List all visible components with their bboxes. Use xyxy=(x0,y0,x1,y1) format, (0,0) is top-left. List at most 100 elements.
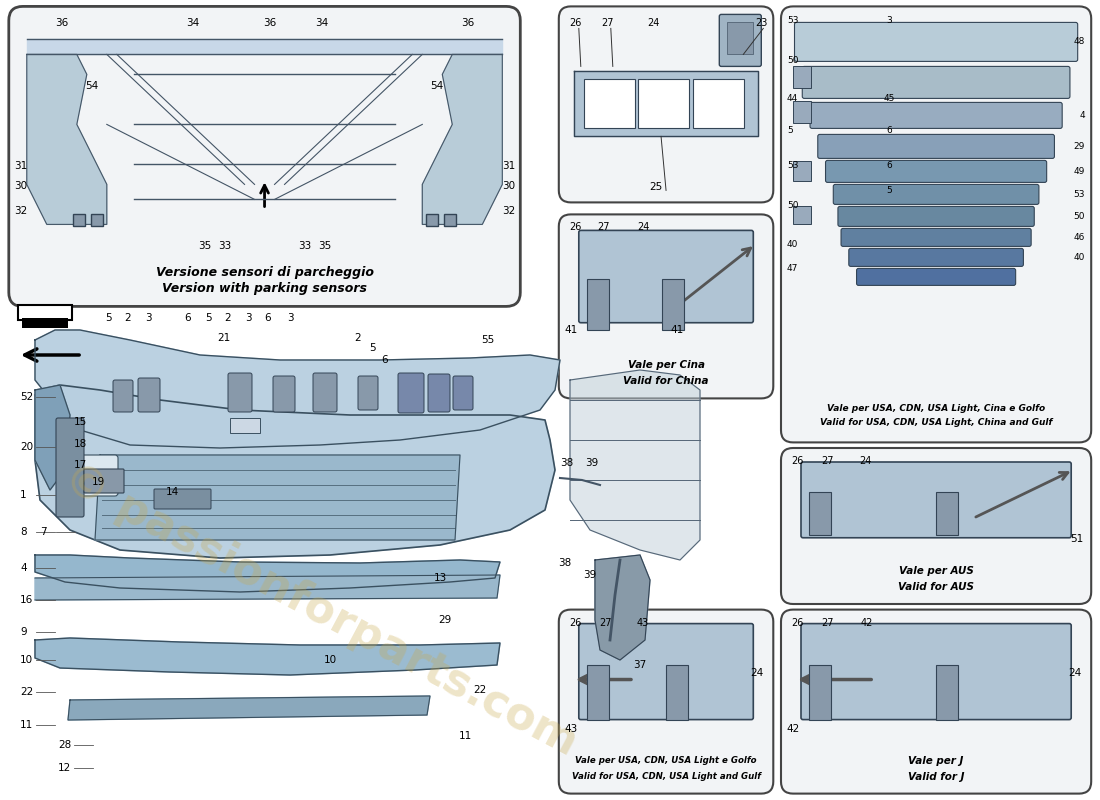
Text: 3: 3 xyxy=(887,16,892,26)
Text: 33: 33 xyxy=(218,242,231,251)
Text: Valid for J: Valid for J xyxy=(908,771,965,782)
FancyBboxPatch shape xyxy=(801,462,1071,538)
Text: Valid for AUS: Valid for AUS xyxy=(898,582,975,592)
Text: 22: 22 xyxy=(20,687,33,697)
Text: Vale per USA, CDN, USA Light e Golfo: Vale per USA, CDN, USA Light e Golfo xyxy=(575,755,757,765)
Text: 3: 3 xyxy=(145,313,152,323)
Text: 41: 41 xyxy=(564,325,578,334)
Text: 49: 49 xyxy=(1074,167,1086,176)
FancyBboxPatch shape xyxy=(228,373,252,412)
Text: 24: 24 xyxy=(1068,669,1081,678)
Text: 38: 38 xyxy=(559,558,572,568)
Text: 6: 6 xyxy=(887,126,892,135)
Text: 27: 27 xyxy=(821,618,834,627)
FancyBboxPatch shape xyxy=(113,380,133,412)
Text: 51: 51 xyxy=(1070,534,1084,544)
Text: 1: 1 xyxy=(20,490,26,500)
Polygon shape xyxy=(26,54,107,224)
Text: 2: 2 xyxy=(124,313,131,323)
Text: 48: 48 xyxy=(1074,38,1086,46)
Text: 44: 44 xyxy=(786,94,799,103)
Text: 27: 27 xyxy=(821,456,834,466)
Bar xyxy=(444,214,456,226)
Bar xyxy=(936,665,958,720)
Text: 24: 24 xyxy=(859,456,871,466)
Polygon shape xyxy=(35,555,501,592)
Text: 14: 14 xyxy=(165,487,178,497)
Text: 4: 4 xyxy=(20,563,26,573)
FancyBboxPatch shape xyxy=(817,134,1055,158)
Text: Version with parking sensors: Version with parking sensors xyxy=(162,282,367,295)
Text: 31: 31 xyxy=(502,162,515,171)
FancyBboxPatch shape xyxy=(67,455,118,496)
Text: 53: 53 xyxy=(1074,190,1086,199)
Text: 52: 52 xyxy=(20,392,33,402)
FancyBboxPatch shape xyxy=(834,184,1038,204)
Text: 29: 29 xyxy=(439,615,452,625)
Text: 26: 26 xyxy=(569,18,581,28)
FancyBboxPatch shape xyxy=(849,248,1023,266)
Bar xyxy=(936,492,958,535)
Bar xyxy=(793,162,811,182)
Text: 30: 30 xyxy=(502,182,515,191)
Polygon shape xyxy=(95,455,460,540)
FancyBboxPatch shape xyxy=(314,373,337,412)
Text: 17: 17 xyxy=(74,460,87,470)
Text: 32: 32 xyxy=(14,206,28,216)
FancyBboxPatch shape xyxy=(579,624,754,720)
Text: 22: 22 xyxy=(473,685,486,695)
Text: 55: 55 xyxy=(482,335,495,345)
Text: 43: 43 xyxy=(637,618,649,627)
Text: 11: 11 xyxy=(20,720,33,730)
FancyBboxPatch shape xyxy=(9,6,520,306)
Text: 26: 26 xyxy=(791,456,803,466)
FancyBboxPatch shape xyxy=(825,160,1047,182)
Text: 30: 30 xyxy=(14,182,28,191)
FancyBboxPatch shape xyxy=(84,469,124,493)
Text: 37: 37 xyxy=(634,660,647,670)
Text: 10: 10 xyxy=(20,655,33,665)
Text: 3: 3 xyxy=(287,313,294,323)
Text: 39: 39 xyxy=(583,570,596,580)
Text: 6: 6 xyxy=(887,162,892,170)
Polygon shape xyxy=(35,385,556,558)
Text: 50: 50 xyxy=(786,56,799,66)
Text: 7: 7 xyxy=(40,527,46,537)
Polygon shape xyxy=(570,370,700,560)
Text: 24: 24 xyxy=(750,669,763,678)
Bar xyxy=(693,79,744,128)
Text: 5: 5 xyxy=(205,313,211,323)
Text: 46: 46 xyxy=(1074,233,1086,242)
Text: 28: 28 xyxy=(58,740,72,750)
Text: 2: 2 xyxy=(224,313,231,323)
Text: 38: 38 xyxy=(560,458,573,468)
FancyBboxPatch shape xyxy=(559,6,773,202)
FancyBboxPatch shape xyxy=(781,448,1091,604)
Text: 54: 54 xyxy=(85,82,98,91)
Text: 6: 6 xyxy=(185,313,191,323)
Text: 36: 36 xyxy=(263,18,276,28)
Polygon shape xyxy=(35,330,560,448)
Text: Versione sensori di parcheggio: Versione sensori di parcheggio xyxy=(155,266,374,279)
Bar xyxy=(666,665,689,720)
FancyBboxPatch shape xyxy=(138,378,160,412)
FancyBboxPatch shape xyxy=(559,610,773,794)
Text: 53: 53 xyxy=(786,162,799,170)
Text: 36: 36 xyxy=(55,18,68,28)
Text: 27: 27 xyxy=(601,18,614,28)
Text: 33: 33 xyxy=(298,242,311,251)
Text: 26: 26 xyxy=(569,222,581,232)
Bar xyxy=(638,79,689,128)
Text: 5: 5 xyxy=(887,186,892,195)
FancyBboxPatch shape xyxy=(579,230,754,322)
Text: 50: 50 xyxy=(1074,212,1086,221)
Polygon shape xyxy=(35,638,501,675)
Text: 2: 2 xyxy=(354,333,361,343)
FancyBboxPatch shape xyxy=(781,610,1091,794)
Text: 40: 40 xyxy=(786,240,799,250)
Text: © passionforparts.com: © passionforparts.com xyxy=(56,456,584,764)
Text: 21: 21 xyxy=(218,333,231,343)
FancyBboxPatch shape xyxy=(857,268,1015,286)
FancyBboxPatch shape xyxy=(398,373,424,413)
Text: 3: 3 xyxy=(244,313,251,323)
